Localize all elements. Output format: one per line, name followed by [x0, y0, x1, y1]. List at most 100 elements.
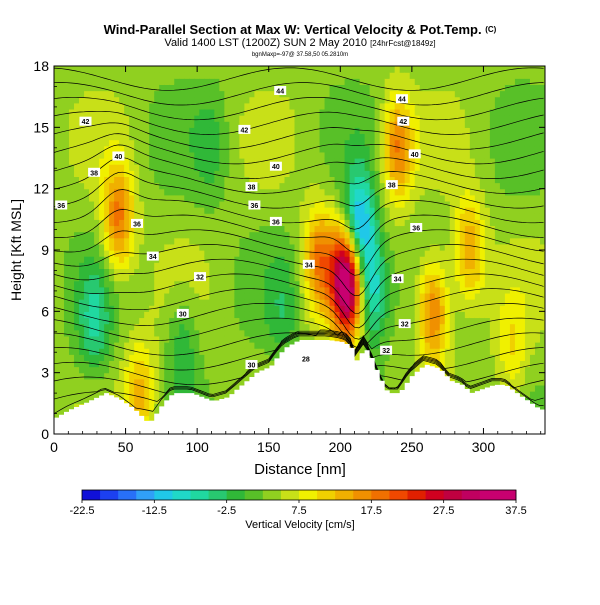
velocity-cell [59, 219, 65, 227]
velocity-cell [119, 250, 125, 257]
velocity-cell [239, 96, 245, 104]
velocity-cell [264, 213, 271, 220]
velocity-cell [404, 250, 411, 257]
velocity-cell [464, 292, 471, 300]
velocity-cell [189, 121, 195, 128]
velocity-cell [254, 164, 261, 171]
velocity-cell [114, 317, 120, 325]
velocity-cell [214, 329, 220, 337]
velocity-cell [294, 207, 301, 214]
velocity-cell [349, 317, 356, 325]
velocity-cell [299, 188, 306, 196]
velocity-cell [439, 78, 446, 85]
velocity-cell [54, 176, 60, 184]
velocity-cell [464, 158, 471, 165]
velocity-cell [294, 182, 301, 190]
velocity-cell [144, 384, 150, 392]
velocity-cell [289, 78, 296, 85]
velocity-cell [339, 231, 346, 239]
velocity-cell [299, 139, 306, 147]
velocity-cell [454, 170, 461, 177]
velocity-cell [339, 237, 346, 245]
velocity-cell [269, 274, 276, 282]
velocity-cell [339, 200, 346, 208]
velocity-cell [74, 90, 80, 98]
velocity-cell [64, 219, 70, 227]
velocity-cell [154, 72, 160, 79]
velocity-cell [209, 335, 215, 343]
velocity-cell [239, 323, 245, 331]
velocity-cell [444, 213, 451, 220]
velocity-cell [314, 323, 321, 331]
velocity-cell [429, 90, 436, 98]
velocity-cell [209, 84, 215, 92]
velocity-cell [79, 90, 85, 98]
velocity-cell [234, 384, 240, 392]
velocity-cell [424, 280, 431, 288]
velocity-cell [279, 305, 286, 312]
velocity-cell [349, 170, 356, 177]
velocity-cell [339, 66, 346, 73]
velocity-cell [169, 182, 175, 190]
velocity-cell [464, 243, 471, 251]
velocity-cell [194, 151, 200, 159]
velocity-cell [344, 90, 351, 98]
velocity-cell [369, 305, 376, 312]
velocity-cell [154, 243, 160, 251]
velocity-cell [319, 145, 326, 153]
velocity-cell [104, 286, 110, 294]
velocity-cell [74, 280, 80, 288]
velocity-cell [124, 268, 130, 276]
velocity-cell [184, 292, 190, 300]
velocity-cell [244, 299, 250, 306]
velocity-cell [299, 243, 306, 251]
velocity-cell [169, 342, 175, 349]
velocity-cell [344, 72, 351, 79]
velocity-cell [219, 188, 225, 196]
velocity-cell [374, 194, 381, 202]
velocity-cell [234, 133, 240, 141]
velocity-cell [369, 139, 376, 147]
velocity-cell [299, 280, 306, 288]
velocity-cell [189, 66, 195, 73]
velocity-cell [389, 335, 396, 343]
velocity-cell [179, 145, 185, 153]
velocity-cell [109, 90, 115, 98]
velocity-cell [89, 78, 95, 85]
velocity-cell [109, 366, 115, 374]
velocity-cell [59, 286, 65, 294]
velocity-cell [409, 207, 416, 214]
velocity-cell [459, 90, 466, 98]
velocity-cell [259, 182, 266, 190]
velocity-cell [94, 250, 100, 257]
velocity-cell [444, 66, 451, 73]
velocity-cell [379, 342, 386, 349]
velocity-cell [274, 121, 281, 128]
velocity-cell [324, 72, 331, 79]
velocity-cell [104, 84, 110, 92]
velocity-cell [164, 311, 170, 319]
velocity-cell [84, 378, 90, 386]
velocity-cell [404, 188, 411, 196]
velocity-cell [194, 292, 200, 300]
velocity-cell [204, 121, 210, 128]
velocity-cell [184, 207, 190, 214]
velocity-cell [449, 323, 456, 331]
velocity-cell [274, 200, 281, 208]
velocity-cell [139, 243, 145, 251]
velocity-cell [169, 213, 175, 220]
velocity-cell [364, 72, 371, 79]
velocity-cell [154, 108, 160, 116]
velocity-cell [199, 250, 205, 257]
velocity-cell [64, 151, 70, 159]
velocity-cell [94, 219, 100, 227]
velocity-cell [299, 182, 306, 190]
velocity-cell [329, 286, 336, 294]
velocity-cell [449, 311, 456, 319]
velocity-cell [279, 213, 286, 220]
velocity-cell [434, 237, 441, 245]
velocity-cell [254, 231, 261, 239]
velocity-cell [139, 335, 145, 343]
velocity-cell [384, 78, 391, 85]
velocity-cell [99, 213, 105, 220]
